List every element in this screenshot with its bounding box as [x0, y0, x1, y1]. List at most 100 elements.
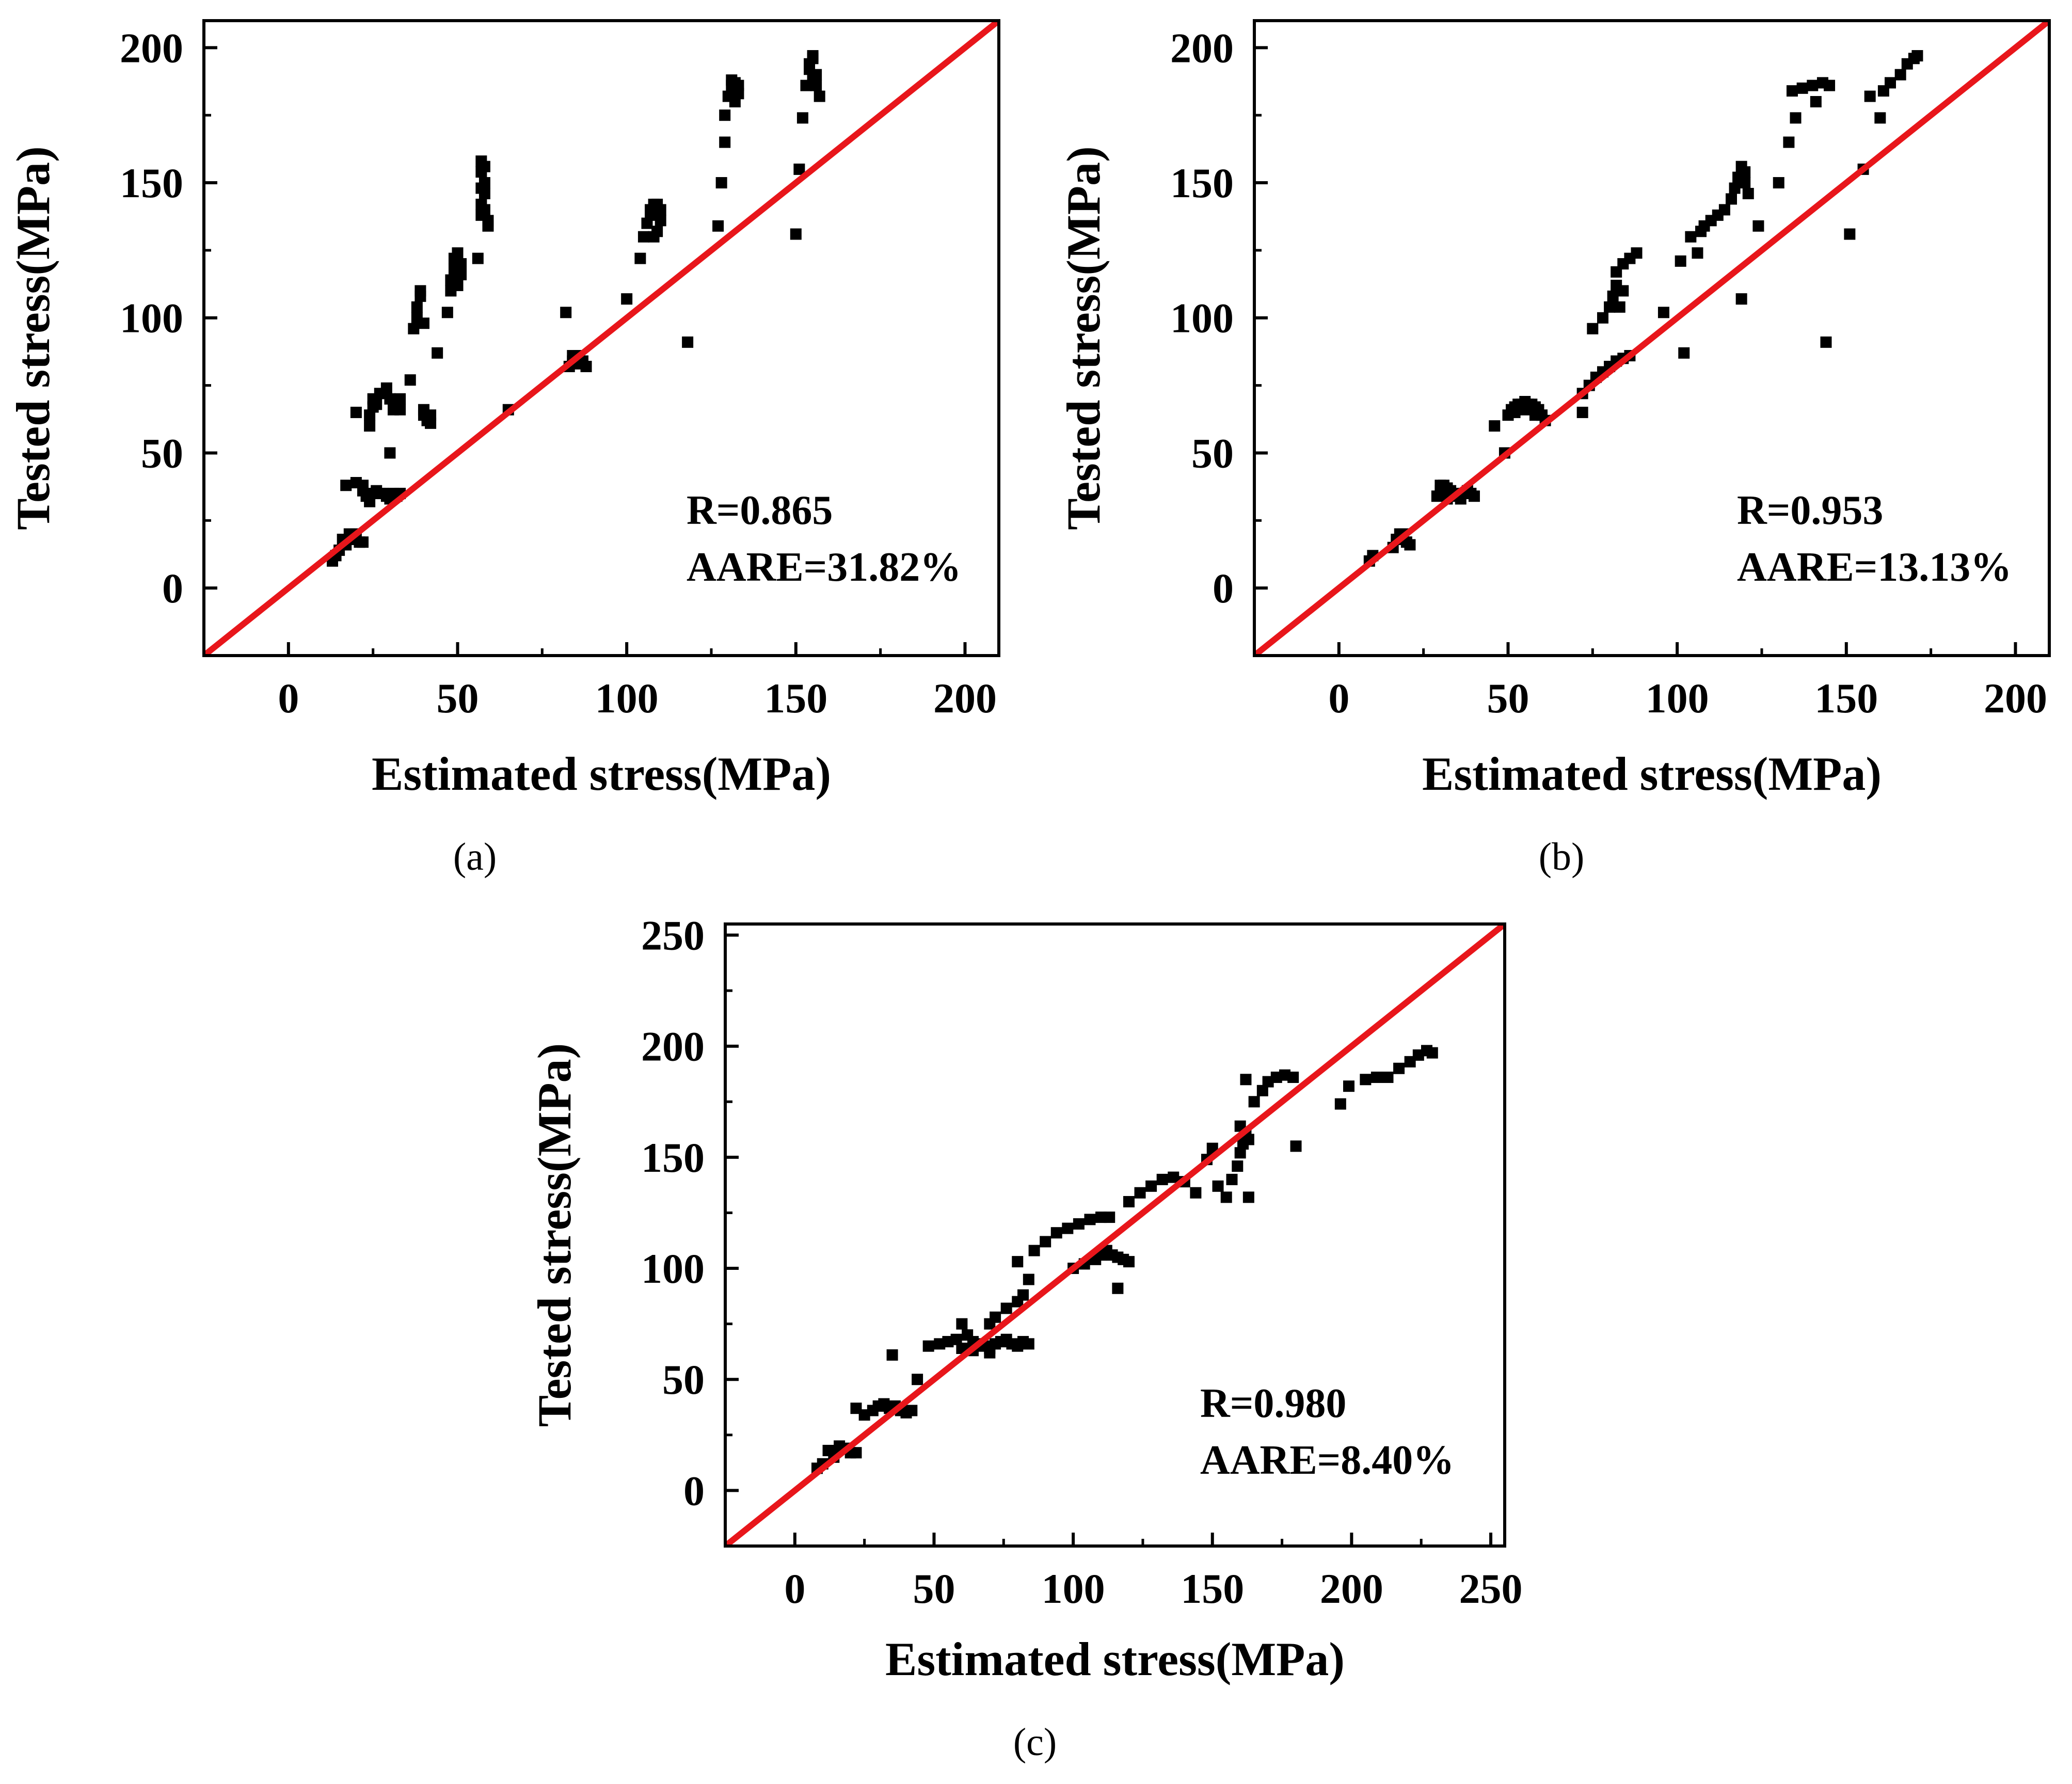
data-point: [1675, 255, 1686, 267]
data-point: [637, 231, 649, 243]
x-axis-title: Estimated stress(MPa): [372, 747, 831, 800]
data-point: [1617, 285, 1629, 297]
data-point: [1742, 187, 1754, 199]
reference-line: [1254, 21, 2049, 656]
data-point: [1790, 112, 1802, 124]
scatter-series: [327, 50, 825, 567]
x-tick-label: 200: [1984, 675, 2047, 722]
x-tick-label: 150: [1181, 1565, 1244, 1612]
y-tick-label: 150: [641, 1134, 705, 1181]
x-axis-title: Estimated stress(MPa): [885, 1633, 1345, 1685]
x-tick-label: 100: [1646, 675, 1709, 722]
x-axis-title: Estimated stress(MPa): [1422, 747, 1882, 800]
data-point: [1726, 193, 1737, 205]
data-point: [1134, 1187, 1146, 1199]
y-tick-label: 50: [1191, 429, 1234, 476]
data-point: [1062, 1222, 1074, 1234]
data-point: [984, 1347, 996, 1359]
data-point: [906, 1405, 918, 1416]
x-tick-label: 200: [1320, 1565, 1383, 1612]
data-point: [364, 420, 376, 432]
data-point: [796, 112, 808, 124]
data-point: [1604, 301, 1616, 313]
aare-annotation: AARE=31.82%: [687, 545, 961, 590]
data-point: [415, 285, 426, 297]
data-point: [807, 74, 819, 86]
data-point: [1783, 136, 1795, 148]
data-point: [394, 404, 406, 416]
data-point: [1911, 50, 1923, 62]
data-point: [1382, 1071, 1394, 1083]
data-point: [1232, 1160, 1244, 1172]
x-tick-label: 0: [1328, 675, 1349, 722]
data-point: [1657, 307, 1669, 318]
data-point: [560, 307, 572, 318]
data-point: [1334, 1098, 1346, 1110]
data-point: [1393, 1062, 1405, 1074]
data-point: [655, 215, 666, 227]
data-point: [886, 1349, 898, 1361]
data-point: [1587, 323, 1599, 334]
data-point: [912, 1374, 923, 1385]
data-point: [479, 161, 490, 172]
data-point: [408, 323, 420, 334]
panel-b: 0 50 100 150 200 0 50 100 150 200 R=0.953 AARE=13.1…: [1057, 19, 2051, 879]
data-point: [1012, 1256, 1024, 1268]
y-tick-label: 150: [120, 160, 183, 206]
data-point: [1234, 1147, 1246, 1159]
data-point: [1256, 1085, 1268, 1096]
data-point: [452, 279, 464, 291]
data-point: [712, 220, 724, 232]
data-point: [1752, 220, 1764, 232]
data-point: [371, 399, 382, 410]
y-tick-label: 0: [683, 1467, 705, 1514]
data-point: [404, 374, 416, 386]
y-tick-label: 50: [662, 1356, 705, 1403]
data-point: [1040, 1236, 1051, 1248]
data-point: [1242, 1134, 1254, 1145]
data-point: [1519, 404, 1531, 416]
aare-annotation: AARE=13.13%: [1737, 545, 2012, 590]
data-point: [1226, 1173, 1238, 1185]
data-point: [1685, 231, 1697, 243]
data-point: [621, 293, 633, 305]
data-point: [1796, 82, 1808, 94]
data-point: [807, 53, 819, 65]
x-tick-label: 150: [1814, 675, 1878, 722]
data-point: [418, 404, 429, 416]
data-point: [1240, 1074, 1252, 1086]
data-point: [384, 447, 396, 459]
data-point: [1242, 1191, 1254, 1203]
data-point: [719, 109, 731, 121]
data-point: [1426, 1047, 1438, 1059]
data-point: [1112, 1282, 1124, 1294]
data-point: [719, 136, 731, 148]
y-tick-label: 200: [641, 1023, 705, 1070]
data-point: [1820, 336, 1832, 348]
data-point: [1874, 112, 1886, 124]
data-point: [1220, 1191, 1232, 1203]
data-point: [1468, 490, 1480, 502]
data-point: [482, 220, 494, 232]
data-point: [1509, 406, 1521, 418]
data-point: [1104, 1212, 1115, 1223]
panel-c: 0 50 100 150 200 250 0 50 100 150 200 250 R=0.980 AAR…: [528, 912, 1523, 1764]
data-point: [1735, 293, 1747, 305]
data-point: [479, 204, 490, 216]
x-tick-label: 200: [933, 675, 997, 722]
data-point: [1864, 90, 1876, 102]
plot-frame: [1253, 19, 2051, 657]
data-point: [479, 177, 490, 189]
r-value-annotation: R=0.865: [687, 488, 833, 533]
panel-label: (c): [1013, 1721, 1057, 1764]
data-point: [452, 247, 464, 259]
data-point: [950, 1333, 962, 1345]
panel-a: 0 50 100 150 200 0 50 100 150 200 R=0.865 AARE=31.8…: [7, 19, 1000, 879]
data-point: [357, 536, 369, 548]
x-tick-label: 50: [913, 1565, 955, 1612]
data-point: [1894, 69, 1906, 81]
data-point: [472, 252, 484, 264]
data-point: [1718, 204, 1730, 216]
y-tick-label: 150: [1170, 160, 1234, 206]
